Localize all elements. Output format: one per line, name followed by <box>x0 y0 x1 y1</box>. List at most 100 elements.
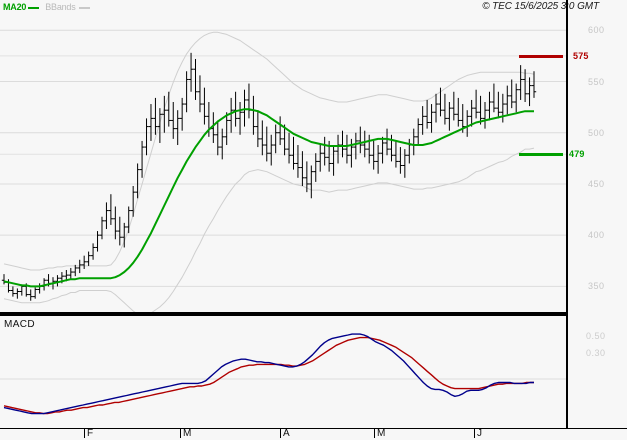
ohlc-bar <box>424 99 430 129</box>
ohlc-bar <box>68 267 74 280</box>
ohlc-bar <box>269 134 274 166</box>
ohlc-bar <box>362 130 367 158</box>
ohlc-bar <box>358 126 363 154</box>
indicator-legend: MA20 BBands <box>3 1 90 14</box>
macd-y-tick-label: 0.50 <box>586 330 606 341</box>
ohlc-bar <box>255 110 261 148</box>
price-axis-separator <box>566 0 568 316</box>
ohlc-bar <box>371 140 376 170</box>
ohlc-bar <box>429 104 434 133</box>
x-axis-line-right <box>568 428 627 429</box>
ohlc-bar <box>251 95 256 135</box>
x-axis-tick <box>474 429 475 438</box>
ohlc-bar <box>335 134 341 164</box>
price-y-tick-label: 400 <box>588 230 605 241</box>
ohlc-bar <box>527 77 532 107</box>
ohlc-bar <box>300 151 305 186</box>
ohlc-bar <box>188 52 194 92</box>
legend-item-bbands-label[interactable]: BBands <box>45 2 76 12</box>
bbands-upper-line <box>3 31 535 271</box>
ohlc-bar <box>491 83 497 113</box>
ohlc-bar <box>473 89 479 119</box>
ohlc-bar <box>500 93 506 123</box>
x-axis-tick-label: M <box>377 428 386 439</box>
ohlc-bar <box>86 251 91 266</box>
ohlc-bar <box>407 138 412 164</box>
ohlc-bar <box>522 69 528 102</box>
ohlc-bar <box>10 286 16 297</box>
ohlc-bar <box>95 231 100 252</box>
ohlc-bar <box>117 216 122 246</box>
ohlc-bar <box>246 83 252 119</box>
x-axis-tick <box>374 429 375 438</box>
ohlc-bar <box>126 206 131 234</box>
legend-swatch-ma20-icon <box>28 6 40 9</box>
ohlc-bar <box>505 85 510 115</box>
legend-item-ma20-label[interactable]: MA20 <box>3 2 27 12</box>
ohlc-bar <box>104 202 109 230</box>
ohlc-bar <box>380 136 385 164</box>
ohlc-bar <box>349 138 354 168</box>
ohlc-bar <box>442 93 448 125</box>
ohlc-bar <box>148 104 154 141</box>
ohlc-bar <box>81 255 87 269</box>
ohlc-bar <box>286 132 292 164</box>
ohlc-bar <box>340 130 345 158</box>
ohlc-bar <box>171 102 176 139</box>
ohlc-bar <box>478 95 483 125</box>
ohlc-bar <box>175 110 180 146</box>
ohlc-bar <box>237 102 243 135</box>
ohlc-bar <box>264 126 269 162</box>
ohlc-bar <box>313 153 318 182</box>
ohlc-bar <box>482 102 488 129</box>
ohlc-bar <box>438 87 443 117</box>
ohlc-bar <box>184 71 189 113</box>
ohlc-bar <box>513 83 519 113</box>
ohlc-bar <box>273 124 278 154</box>
ohlc-bar <box>157 108 163 143</box>
ma20-marker-label: 479 <box>569 149 585 160</box>
ohlc-bar <box>509 79 514 109</box>
copyright-timestamp: © TEC 15/6/2025 3:0 GMT <box>482 1 599 12</box>
ohlc-bar <box>304 161 310 193</box>
ohlc-bar <box>322 136 327 166</box>
ma20-line <box>3 108 534 288</box>
ohlc-bar <box>220 128 225 160</box>
ohlc-bar <box>28 289 33 301</box>
x-axis-tick <box>84 429 85 438</box>
macd-signal-line <box>3 336 534 415</box>
ohlc-bar <box>416 118 421 146</box>
ohlc-bar <box>130 186 136 217</box>
ohlc-bar <box>367 134 372 164</box>
macd-axis-separator <box>566 316 568 429</box>
ohlc-bar <box>456 97 461 127</box>
ohlc-bar <box>37 283 42 294</box>
x-axis-line <box>0 428 568 429</box>
ohlc-bar <box>73 264 78 277</box>
x-axis-tick-label: A <box>283 428 290 439</box>
ohlc-bar <box>398 147 403 174</box>
ohlc-bar <box>331 145 336 176</box>
x-axis-tick-label: M <box>183 428 192 439</box>
ohlc-bar <box>318 142 323 172</box>
ohlc-bar <box>1 274 7 285</box>
x-axis-tick-label: J <box>477 428 482 439</box>
ohlc-bar <box>215 120 220 156</box>
ohlc-bar <box>469 99 474 127</box>
ohlc-bar <box>295 145 301 178</box>
ohlc-bar <box>193 58 198 100</box>
ohlc-bar <box>277 116 283 146</box>
ma20-marker-line <box>519 153 563 157</box>
ohlc-bar <box>224 112 229 146</box>
ohlc-bar <box>447 102 452 131</box>
macd-panel-title: MACD <box>4 319 36 330</box>
ohlc-bar <box>228 97 234 133</box>
ohlc-bar <box>166 91 171 127</box>
x-axis-tick <box>280 429 281 438</box>
price-y-tick-label: 600 <box>588 25 605 36</box>
x-axis-tick <box>180 429 181 438</box>
price-y-tick-label: 500 <box>588 127 605 138</box>
ohlc-bar <box>260 120 265 156</box>
ohlc-bar <box>375 145 381 174</box>
ohlc-bar <box>487 91 492 121</box>
